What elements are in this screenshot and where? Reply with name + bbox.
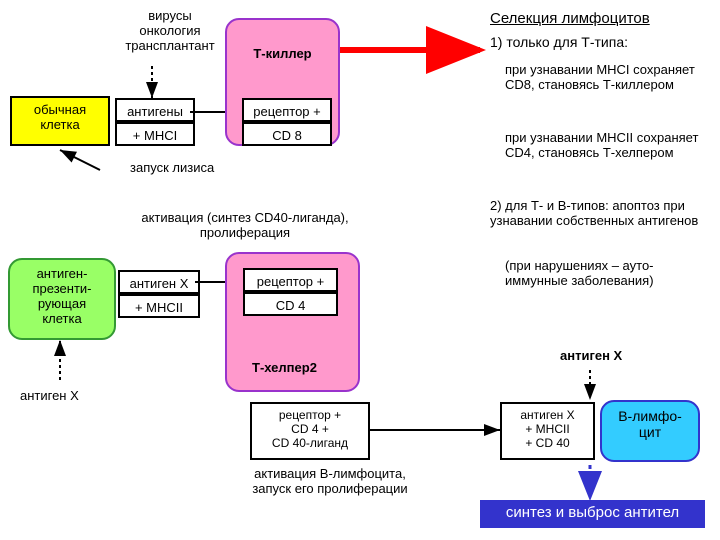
antigens-box: антигены (115, 98, 195, 122)
apc-box: антиген- презенти- рующая клетка (8, 258, 116, 340)
sel2: 2) для Т- и В-типов: апоптоз при узнаван… (490, 198, 705, 228)
cell-box: обычная клетка (10, 96, 110, 146)
sel1a: при узнавании MHCI сохраняет CD8, станов… (505, 62, 705, 92)
cd8-box: CD 8 (242, 122, 332, 146)
antigx-box: антиген X (118, 270, 200, 294)
antigx-top: антиген X (560, 348, 622, 363)
sel1: 1) только для Т-типа: (490, 34, 628, 50)
mhc-complex-box: антиген X + MHCII + CD 40 (500, 402, 595, 460)
selection-title: Селекция лимфоцитов (490, 10, 650, 27)
activB-text: активация В-лимфоцита, запуск его пролиф… (230, 466, 430, 496)
antigx-left: антиген X (20, 388, 79, 403)
virus-text: вирусы онкология трансплантант (95, 8, 245, 53)
receptor1-box: рецептор + (242, 98, 332, 122)
lysis-text: запуск лизиса (130, 160, 214, 175)
sel1b: при узнавании MHCII сохраняет CD4, стано… (505, 130, 705, 160)
blymph-box: В-лимфо- цит (600, 400, 700, 462)
sel2a: (при нарушениях – ауто-иммунные заболева… (505, 258, 705, 288)
receptor2-box: рецептор + (243, 268, 338, 292)
tkiller-label: Т-киллер (235, 46, 330, 61)
receptor-complex-box: рецептор + CD 4 + CD 40-лиганд (250, 402, 370, 460)
synth-box: синтез и выброс антител (480, 500, 705, 528)
activ1-text: активация (синтез CD40-лиганда), пролифе… (135, 210, 355, 240)
mhci-box: + MHCI (115, 122, 195, 146)
mhcii-box: + MHCII (118, 294, 200, 318)
cd4-box: CD 4 (243, 292, 338, 316)
thelper-label: Т-хелпер2 (252, 360, 317, 375)
